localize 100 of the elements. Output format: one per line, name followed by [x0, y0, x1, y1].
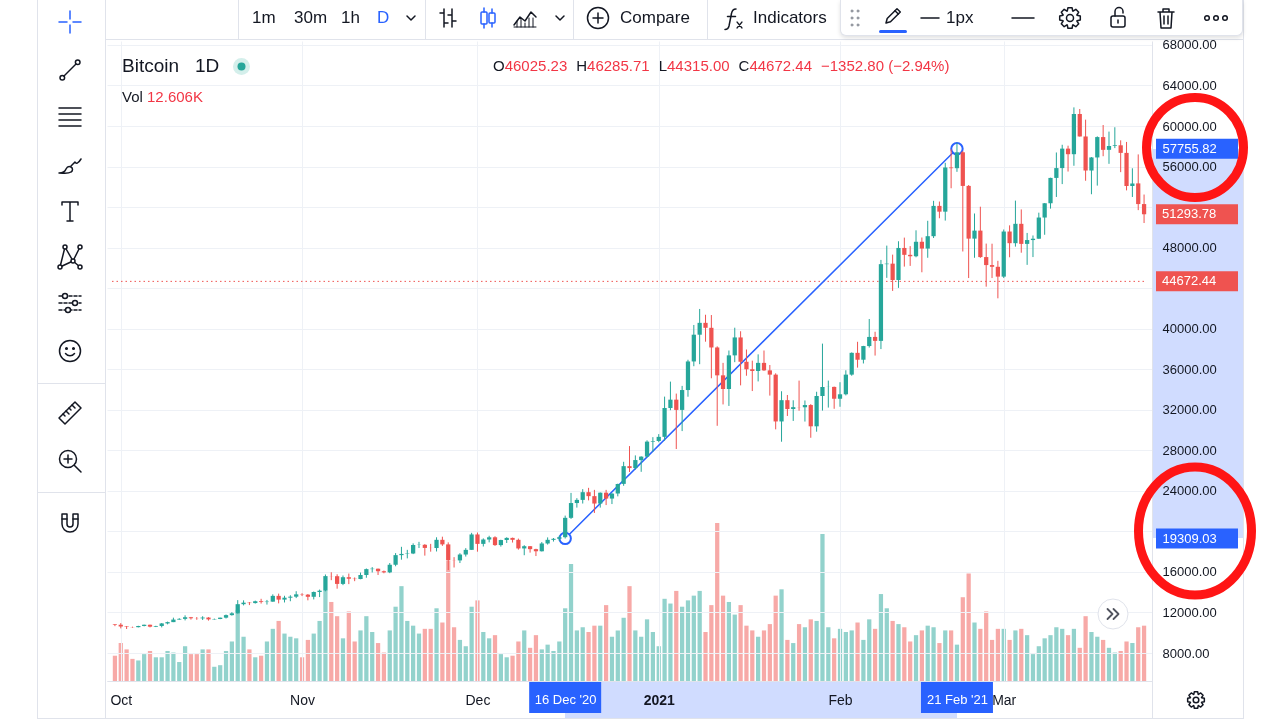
candlestick: [732, 327, 737, 363]
candlestick: [1060, 144, 1065, 185]
bar: [978, 628, 983, 681]
candlestick: [767, 364, 772, 397]
bar: [294, 638, 299, 681]
bar: [305, 639, 311, 681]
bar: [832, 638, 837, 681]
bar: [352, 641, 357, 681]
bar: [346, 611, 351, 681]
bar: [1136, 627, 1141, 681]
bar: [1106, 647, 1112, 681]
bar: [375, 643, 381, 681]
bar: [849, 630, 854, 681]
annotation: C44672.44: [738, 57, 813, 74]
y-tick-label: 28000.00: [1162, 442, 1217, 458]
bar: [674, 590, 679, 681]
candlestick: [849, 351, 854, 377]
bar: [1130, 643, 1135, 681]
candlestick: [299, 592, 305, 597]
candlestick: [1118, 139, 1123, 173]
bar: [276, 620, 281, 681]
bar: [633, 630, 638, 681]
bar: [691, 595, 696, 681]
bar: [574, 630, 579, 681]
y-tick-label: 60000.00: [1162, 118, 1217, 134]
bar: [984, 611, 989, 681]
bar: [943, 630, 948, 681]
bar: [896, 624, 901, 681]
bar: [902, 627, 907, 681]
bar: [212, 666, 217, 681]
candlestick: [820, 343, 825, 412]
candlestick: [399, 546, 404, 561]
candlestick: [855, 341, 860, 369]
bar: [796, 624, 802, 681]
x-tick-label: Nov: [290, 691, 315, 708]
candlestick: [1025, 232, 1030, 266]
bar: [802, 627, 808, 681]
bar: [194, 654, 199, 681]
bar: [527, 647, 533, 681]
bar: [884, 608, 889, 681]
bar: [539, 649, 544, 681]
bar: [370, 632, 375, 681]
bar: [715, 522, 720, 681]
candlestick: [1095, 135, 1100, 187]
bar: [972, 622, 977, 681]
bar: [1141, 625, 1147, 681]
bar: [147, 650, 153, 681]
y-tick-label: 40000.00: [1162, 321, 1217, 337]
candlestick: [680, 385, 685, 432]
bar: [335, 616, 340, 681]
bar: [908, 641, 913, 681]
candlestick: [948, 148, 954, 189]
candlestick: [1136, 153, 1141, 211]
bar: [1019, 628, 1024, 681]
candlestick: [756, 353, 761, 382]
y-tick-label: 36000.00: [1162, 361, 1217, 377]
bar: [188, 654, 194, 681]
candlestick: [446, 541, 451, 571]
x-tick-label: 16 Dec '20: [534, 691, 597, 707]
bar: [621, 617, 626, 681]
y-tick-label: 57755.82: [1162, 141, 1217, 157]
bar: [919, 630, 924, 681]
bar: [580, 627, 585, 681]
candlestick: [919, 237, 924, 273]
bar: [878, 594, 884, 681]
candlestick: [843, 369, 848, 396]
bar: [756, 636, 761, 681]
bar: [411, 625, 416, 681]
bar: [1013, 630, 1018, 681]
candlestick: [335, 573, 340, 590]
candlestick: [1141, 194, 1147, 224]
candlestick: [574, 497, 579, 509]
bar: [475, 600, 480, 681]
bar: [843, 632, 848, 681]
candlestick: [867, 318, 872, 349]
bar: [451, 627, 457, 681]
bar: [340, 638, 346, 681]
bar: [791, 643, 796, 681]
bar: [680, 606, 685, 681]
bar: [1101, 639, 1106, 681]
bar: [329, 601, 334, 681]
bar: [498, 654, 503, 681]
candlestick: [808, 403, 813, 439]
y-tick-label: 64000.00: [1162, 77, 1217, 93]
bar: [767, 624, 772, 681]
bar: [639, 636, 644, 681]
bar: [808, 619, 813, 681]
bar: [492, 635, 498, 681]
candlestick: [989, 243, 995, 279]
bar: [1065, 635, 1071, 681]
bar: [457, 639, 463, 681]
x-tick-label: Feb: [828, 691, 853, 708]
bar: [773, 595, 778, 681]
bar: [428, 628, 433, 681]
candlestick: [1112, 126, 1117, 149]
candlestick: [182, 614, 188, 621]
bar: [954, 644, 960, 681]
candlestick: [475, 532, 480, 553]
bar: [153, 657, 158, 681]
candlestick: [744, 349, 749, 377]
